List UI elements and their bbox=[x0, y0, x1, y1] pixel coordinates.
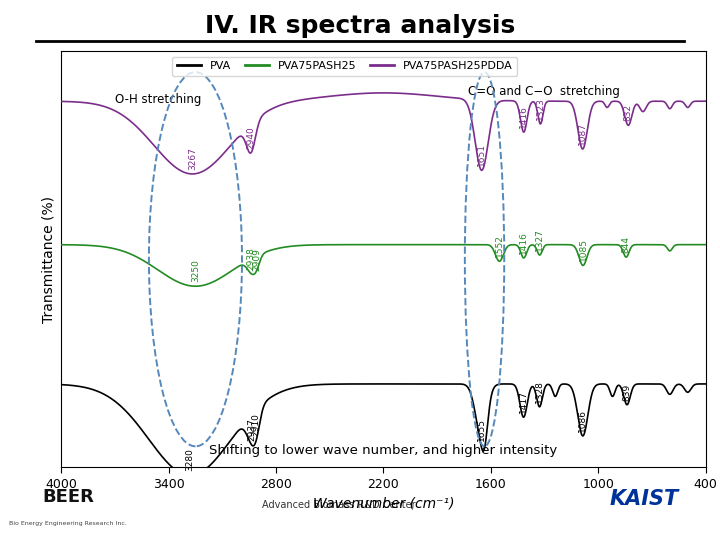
Legend: PVA, PVA75PASH25, PVA75PASH25PDDA: PVA, PVA75PASH25, PVA75PASH25PDDA bbox=[172, 57, 518, 76]
Text: O-H stretching: O-H stretching bbox=[115, 93, 202, 106]
Text: 3280: 3280 bbox=[186, 448, 194, 471]
Text: 3267: 3267 bbox=[188, 147, 197, 170]
Text: Shifting to lower wave number, and higher intensity: Shifting to lower wave number, and highe… bbox=[210, 444, 557, 457]
Text: 1086: 1086 bbox=[578, 409, 588, 432]
Text: 2937: 2937 bbox=[247, 418, 256, 441]
Text: 1416: 1416 bbox=[519, 231, 528, 254]
Text: BEER: BEER bbox=[42, 488, 94, 506]
Text: 1327: 1327 bbox=[535, 228, 544, 251]
Text: 2940: 2940 bbox=[246, 126, 256, 148]
Text: 2909: 2909 bbox=[252, 248, 261, 271]
Text: 1417: 1417 bbox=[519, 390, 528, 413]
Text: C=O and C−O  stretching: C=O and C−O stretching bbox=[467, 85, 619, 98]
Text: KAIST: KAIST bbox=[610, 489, 679, 509]
Text: 2910: 2910 bbox=[252, 413, 261, 436]
Text: 839: 839 bbox=[623, 383, 631, 401]
Text: IV. IR spectra analysis: IV. IR spectra analysis bbox=[205, 14, 515, 37]
Y-axis label: Transmittance (%): Transmittance (%) bbox=[42, 195, 55, 323]
Text: 1416: 1416 bbox=[519, 105, 528, 128]
Text: 832: 832 bbox=[624, 104, 633, 121]
X-axis label: Wavenumber (cm⁻¹): Wavenumber (cm⁻¹) bbox=[312, 496, 454, 510]
Text: 1655: 1655 bbox=[477, 418, 485, 441]
Text: 3250: 3250 bbox=[191, 259, 200, 282]
Text: 1087: 1087 bbox=[578, 122, 587, 145]
Text: 1328: 1328 bbox=[535, 380, 544, 403]
Text: Bio Energy Engineering Research Inc.: Bio Energy Engineering Research Inc. bbox=[9, 521, 127, 526]
Text: 1323: 1323 bbox=[536, 97, 545, 120]
Text: 1085: 1085 bbox=[578, 238, 588, 261]
Text: 844: 844 bbox=[621, 236, 631, 253]
Text: Advanced Biomass R&D Center: Advanced Biomass R&D Center bbox=[261, 500, 415, 510]
Text: 1651: 1651 bbox=[477, 143, 486, 166]
Text: 1552: 1552 bbox=[495, 234, 504, 257]
Text: 2938: 2938 bbox=[247, 247, 256, 269]
